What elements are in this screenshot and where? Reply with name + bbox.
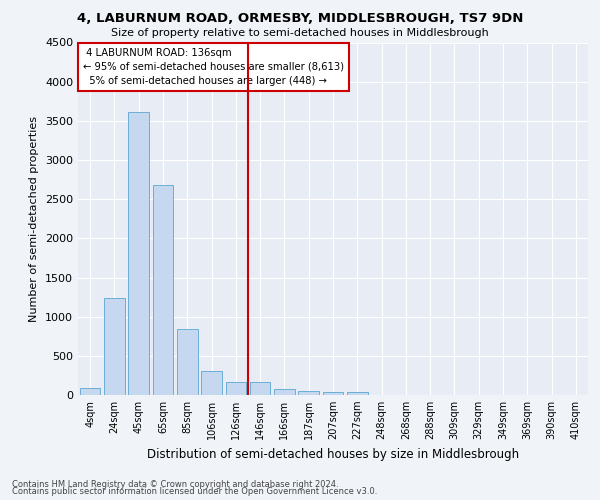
Bar: [177, 329, 197, 395]
Text: Contains HM Land Registry data © Crown copyright and database right 2024.: Contains HM Land Registry data © Crown c…: [12, 480, 338, 489]
Bar: [347, 392, 368, 395]
Text: 4, LABURNUM ROAD, ORMESBY, MIDDLESBROUGH, TS7 9DN: 4, LABURNUM ROAD, ORMESBY, MIDDLESBROUGH…: [77, 12, 523, 26]
Bar: [128, 112, 149, 395]
Bar: [104, 298, 125, 395]
X-axis label: Distribution of semi-detached houses by size in Middlesbrough: Distribution of semi-detached houses by …: [147, 448, 519, 460]
Y-axis label: Number of semi-detached properties: Number of semi-detached properties: [29, 116, 40, 322]
Bar: [250, 382, 271, 395]
Text: Size of property relative to semi-detached houses in Middlesbrough: Size of property relative to semi-detach…: [111, 28, 489, 38]
Text: 4 LABURNUM ROAD: 136sqm
← 95% of semi-detached houses are smaller (8,613)
  5% o: 4 LABURNUM ROAD: 136sqm ← 95% of semi-de…: [83, 48, 344, 86]
Bar: [323, 392, 343, 395]
Bar: [80, 388, 100, 395]
Bar: [298, 390, 319, 395]
Bar: [226, 382, 246, 395]
Text: Contains public sector information licensed under the Open Government Licence v3: Contains public sector information licen…: [12, 487, 377, 496]
Bar: [152, 185, 173, 395]
Bar: [201, 370, 222, 395]
Bar: [274, 389, 295, 395]
